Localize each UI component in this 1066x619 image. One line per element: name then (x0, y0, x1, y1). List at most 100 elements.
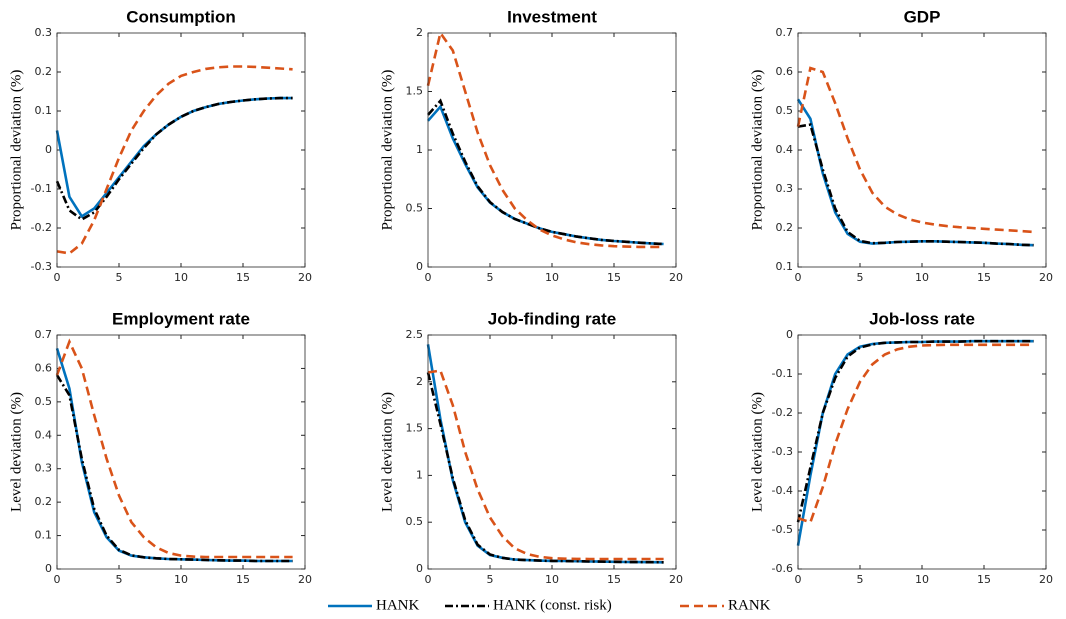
plot-frame (797, 32, 1047, 268)
y-tick-label: 1.5 (406, 422, 424, 435)
series-line (797, 123, 1034, 247)
y-tick-label: -0.3 (31, 260, 52, 273)
y-tick-label: 1 (416, 468, 423, 481)
y-tick-label: 0.2 (35, 495, 53, 508)
series-line (426, 29, 664, 249)
y-tick-label: 0.4 (776, 143, 794, 156)
y-axis-label: Proportional deviation (%) (379, 70, 395, 231)
series-line (426, 344, 664, 564)
x-tick-label: 20 (669, 271, 683, 284)
y-axis-label: Level deviation (%) (8, 392, 24, 512)
y-axis-label: Proportional deviation (%) (8, 70, 24, 231)
x-tick-label: 10 (915, 271, 929, 284)
x-tick-label: 20 (669, 573, 683, 586)
y-tick-label: 0.5 (406, 202, 424, 215)
y-tick-label: 0.3 (35, 462, 53, 475)
series-line (796, 339, 1034, 523)
series-line (55, 96, 293, 219)
y-tick-label: 0.5 (35, 395, 53, 408)
x-tick-label: 20 (1039, 271, 1053, 284)
series-line (796, 66, 1034, 234)
series-line (427, 104, 664, 246)
legend-label: HANK (const. risk) (493, 597, 612, 613)
x-tick-label: 10 (545, 573, 559, 586)
y-tick-label: 0 (416, 562, 423, 575)
legend-label: RANK (728, 597, 771, 613)
series-line (55, 348, 293, 563)
y-tick-label: 0 (45, 143, 52, 156)
x-tick-label: 15 (607, 573, 621, 586)
chart-title: Consumption (126, 7, 236, 26)
x-tick-label: 15 (977, 271, 991, 284)
series-line (427, 369, 664, 561)
y-tick-label: 2 (416, 375, 423, 388)
x-tick-label: 5 (487, 271, 494, 284)
plot-frame (56, 334, 306, 570)
plot-frame (56, 32, 306, 268)
y-tick-label: -0.1 (31, 182, 52, 195)
y-tick-label: 0.2 (35, 65, 53, 78)
x-tick-label: 5 (116, 573, 123, 586)
plot-frame (427, 334, 677, 570)
y-axis-label: Proportional deviation (%) (749, 70, 765, 231)
x-tick-label: 15 (977, 573, 991, 586)
x-tick-label: 20 (1039, 573, 1053, 586)
chart-title: Employment rate (112, 309, 250, 328)
y-tick-label: -0.2 (772, 406, 793, 419)
y-tick-label: 0 (416, 260, 423, 273)
x-tick-label: 20 (298, 573, 312, 586)
y-tick-label: -0.1 (772, 367, 793, 380)
x-tick-label: 0 (795, 271, 802, 284)
y-tick-label: 0.2 (776, 221, 794, 234)
chart-title: Job-finding rate (488, 309, 616, 328)
y-tick-label: 0.4 (35, 428, 53, 441)
x-tick-label: 10 (174, 573, 188, 586)
y-tick-label: 2.5 (406, 328, 424, 341)
x-tick-label: 5 (116, 271, 123, 284)
plot-frame (797, 334, 1047, 570)
y-tick-label: 2 (416, 26, 423, 39)
series-line (796, 98, 1034, 247)
y-tick-label: 1 (416, 143, 423, 156)
y-tick-label: 0 (45, 562, 52, 575)
series-line (797, 343, 1034, 524)
x-tick-label: 0 (425, 573, 432, 586)
x-tick-label: 0 (54, 573, 61, 586)
x-tick-label: 5 (857, 573, 864, 586)
chart-title: Investment (507, 7, 597, 26)
y-tick-label: 0.5 (406, 515, 424, 528)
x-tick-label: 20 (298, 271, 312, 284)
y-tick-label: 0.1 (35, 104, 53, 117)
y-axis-label: Level deviation (%) (749, 392, 765, 512)
x-tick-label: 15 (236, 271, 250, 284)
series-line (55, 338, 293, 559)
x-tick-label: 0 (425, 271, 432, 284)
series-line (55, 374, 293, 563)
y-tick-label: -0.2 (31, 221, 52, 234)
y-tick-label: -0.6 (772, 562, 793, 575)
y-tick-label: 0.1 (776, 260, 794, 273)
legend-label: HANK (376, 597, 419, 613)
y-tick-label: -0.5 (772, 523, 793, 536)
y-tick-label: 0.5 (776, 104, 794, 117)
y-tick-label: -0.4 (772, 484, 793, 497)
series-line (55, 96, 293, 221)
x-tick-label: 15 (236, 573, 250, 586)
y-tick-label: 0.6 (35, 361, 53, 374)
y-tick-label: 0.7 (35, 328, 53, 341)
y-tick-label: -0.3 (772, 445, 793, 458)
y-axis-label: Level deviation (%) (379, 392, 395, 512)
y-tick-label: 0.3 (776, 182, 794, 195)
y-tick-label: 0.6 (776, 65, 794, 78)
y-tick-label: 0.3 (35, 26, 53, 39)
series-line (427, 98, 664, 246)
x-tick-label: 10 (915, 573, 929, 586)
chart-title: Job-loss rate (869, 309, 975, 328)
x-tick-label: 5 (857, 271, 864, 284)
series-line (56, 65, 293, 255)
y-tick-label: 0.7 (776, 26, 794, 39)
series-line (426, 372, 664, 564)
x-tick-label: 10 (174, 271, 188, 284)
x-tick-label: 5 (487, 573, 494, 586)
